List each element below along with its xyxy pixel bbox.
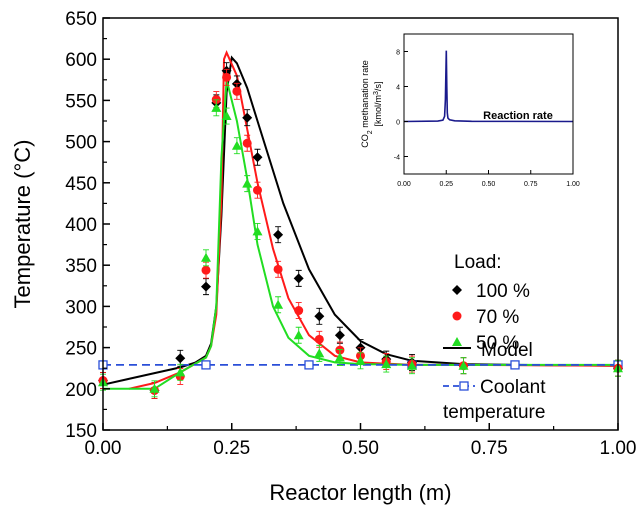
data-point <box>252 152 263 163</box>
y-tick-label: 600 <box>65 50 97 71</box>
series-line-5 <box>103 79 618 390</box>
data-point <box>253 185 262 195</box>
x-tick-label: 0.50 <box>342 438 379 459</box>
x-tick-label: 0.75 <box>471 438 508 459</box>
data-point <box>175 353 186 364</box>
data-point <box>201 281 211 292</box>
inset-y-tick-label: 0 <box>396 120 400 127</box>
legend-marker <box>452 337 462 346</box>
data-point <box>334 352 345 362</box>
data-point <box>221 111 232 121</box>
y-axis-label: Temperature (°C) <box>10 140 35 309</box>
series-line-3 <box>102 55 619 386</box>
legend-coolant-label-2: temperature <box>443 402 545 423</box>
legend-marker <box>452 311 462 321</box>
data-point <box>381 359 392 369</box>
legend-label: 70 % <box>476 307 519 328</box>
inset-plot: 0.00 0.25 0.50 0.75 1.00 -4 0 4 8 Reaction rate CO… <box>360 33 580 188</box>
y-tick-label: 400 <box>65 215 97 236</box>
y-tick-label: 650 <box>65 9 97 30</box>
data-point <box>273 299 284 309</box>
x-tick-label: 1.00 <box>600 438 637 459</box>
y-tick-label: 500 <box>65 133 97 154</box>
y-tick-label: 350 <box>65 256 97 277</box>
inset-x-tick-label: 0.75 <box>524 181 538 188</box>
y-tick-label: 200 <box>65 380 97 401</box>
data-point <box>273 264 283 274</box>
data-point <box>314 311 325 322</box>
data-point <box>294 306 304 316</box>
inset-frame <box>403 33 574 175</box>
inset-x-tick-label: 0.25 <box>439 181 453 188</box>
x-tick-label: 0.25 <box>213 438 250 459</box>
data-point <box>231 140 242 150</box>
data-point <box>175 367 186 377</box>
inset-x-tick-label: 0.50 <box>482 181 496 188</box>
inset-y-label-line1: CO2 methanation rate <box>360 60 374 147</box>
legend-coolant-marker <box>459 381 469 391</box>
data-point <box>149 383 160 393</box>
coolant-point <box>201 360 211 370</box>
inset-rate-line <box>403 50 574 123</box>
data-point <box>314 334 324 344</box>
y-tick-label: 550 <box>65 91 97 112</box>
data-point <box>355 355 366 365</box>
data-point <box>211 102 222 112</box>
data-point <box>242 178 253 188</box>
legend-coolant-label-1: Coolant <box>480 377 546 398</box>
data-point <box>201 252 211 262</box>
x-tick-label: 0.00 <box>85 438 122 459</box>
data-point <box>232 86 242 96</box>
data-point <box>458 360 469 370</box>
y-tick-label: 300 <box>65 297 97 318</box>
data-point <box>222 72 232 82</box>
y-tick-label: 250 <box>65 339 97 360</box>
legend-marker <box>452 285 462 295</box>
data-point <box>293 330 304 340</box>
inset-y-label-line2: [kmol/m3/s] <box>373 82 384 127</box>
legend-title: Load: <box>454 252 502 273</box>
inset-title: Reaction rate <box>483 110 553 122</box>
data-point <box>407 360 417 370</box>
coolant-point <box>304 360 314 370</box>
data-point <box>314 348 325 358</box>
coolant-point <box>510 360 520 370</box>
y-tick-label: 450 <box>65 174 97 195</box>
inset-x-tick-label: 0.00 <box>397 181 411 188</box>
inset-y-tick-label: 8 <box>396 50 400 57</box>
data-point <box>242 112 253 123</box>
data-point <box>201 265 211 275</box>
x-axis-label: Reactor length (m) <box>269 480 451 505</box>
legend-label: 50 % <box>476 333 519 354</box>
legend-label: 100 % <box>476 281 530 302</box>
data-point <box>242 138 252 148</box>
inset-x-tick-label: 1.00 <box>566 181 580 188</box>
data-point <box>293 273 304 284</box>
legend-label-model: Model <box>481 340 533 361</box>
data-point <box>252 226 263 236</box>
y-tick-label: 150 <box>65 421 97 442</box>
inset-y-tick-label: -4 <box>394 155 400 162</box>
legend: Load: 100 % 70 % 50 %Model Coolant temperatur… <box>443 252 546 423</box>
data-point <box>334 330 345 341</box>
inset-y-tick-label: 4 <box>396 85 400 92</box>
main-plot: 0.00 0.25 0.50 0.75 1.0015020025030035040045… <box>10 9 636 505</box>
data-point <box>273 229 284 240</box>
